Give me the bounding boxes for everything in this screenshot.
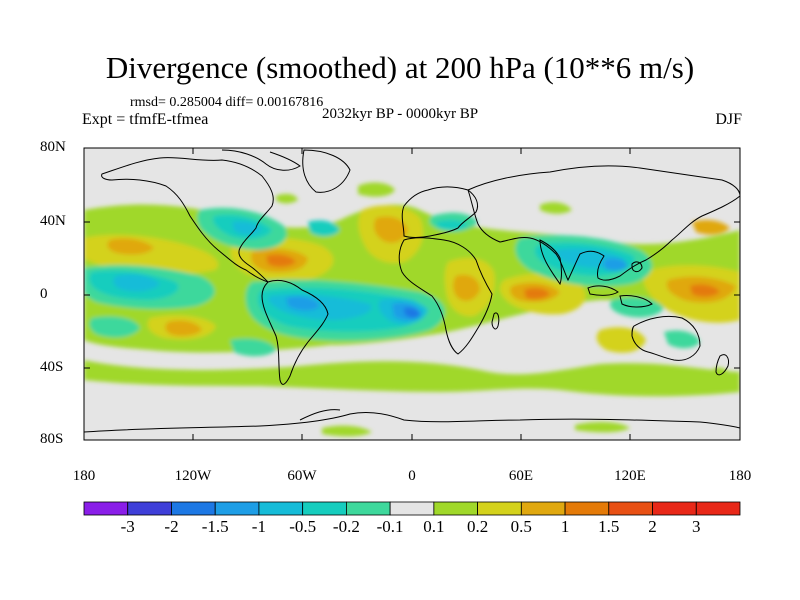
colorbar-label: -0.5: [289, 517, 317, 536]
colorbar-box: [214, 501, 260, 516]
colorbar-box: [652, 501, 697, 516]
colorbar-label: -1.5: [201, 517, 229, 536]
lon-label-60w: 60W: [287, 468, 317, 484]
lon-label-120w: 120W: [174, 468, 212, 484]
colorbar-label: -3: [120, 517, 135, 536]
rmsd-stats: rmsd= 0.285004 diff= 0.00167816: [130, 95, 324, 110]
lat-label-80n: 80N: [40, 139, 66, 155]
figure-title: Divergence (smoothed) at 200 hPa (10**6 …: [105, 50, 695, 85]
lat-label-80s: 80S: [40, 431, 64, 447]
period-label: 2032kyr BP - 0000kyr BP: [322, 106, 479, 122]
colorbar-box: [564, 501, 610, 516]
colorbar-label: 0.1: [423, 517, 445, 536]
divergence-field: [84, 182, 740, 437]
lat-label-40s: 40S: [40, 359, 64, 375]
colorbar-box: [520, 501, 566, 516]
colorbar-box: [345, 501, 391, 516]
season-label: DJF: [715, 111, 742, 128]
colorbar-box: [477, 501, 522, 516]
lat-label-0: 0: [40, 286, 48, 302]
colorbar-label: 1: [560, 517, 570, 536]
colorbar-label: 3: [692, 517, 701, 536]
colorbar: [83, 501, 741, 516]
colorbar-box: [433, 501, 478, 516]
colorbar-box: [302, 501, 347, 516]
lon-label-180e: 180: [728, 468, 752, 484]
lon-label-180w: 180: [72, 468, 96, 484]
colorbar-box: [695, 501, 741, 516]
colorbar-box: [171, 501, 216, 516]
experiment-label: Expt = tfmfE-tfmea: [82, 111, 209, 128]
colorbar-box: [127, 501, 172, 516]
colorbar-box: [389, 501, 435, 516]
colorbar-label: 2: [648, 517, 657, 536]
colorbar-label: 1.5: [598, 517, 620, 536]
colorbar-box: [83, 501, 129, 516]
colorbar-label: -0.1: [376, 517, 404, 536]
colorbar-label: -0.2: [332, 517, 360, 536]
lon-label-0: 0: [408, 468, 416, 484]
lon-ticks: [192, 148, 631, 440]
lon-label-120e: 120E: [614, 468, 646, 484]
colorbar-label: 0.2: [466, 517, 489, 536]
colorbar-label: -2: [164, 517, 179, 536]
lat-ticks: [84, 147, 740, 441]
lon-label-60e: 60E: [508, 468, 534, 484]
coastlines: [84, 149, 740, 433]
lat-label-40n: 40N: [40, 213, 66, 229]
colorbar-box: [258, 501, 304, 516]
colorbar-label: -1: [251, 517, 266, 536]
colorbar-label: 0.5: [510, 517, 532, 536]
colorbar-box: [608, 501, 653, 516]
